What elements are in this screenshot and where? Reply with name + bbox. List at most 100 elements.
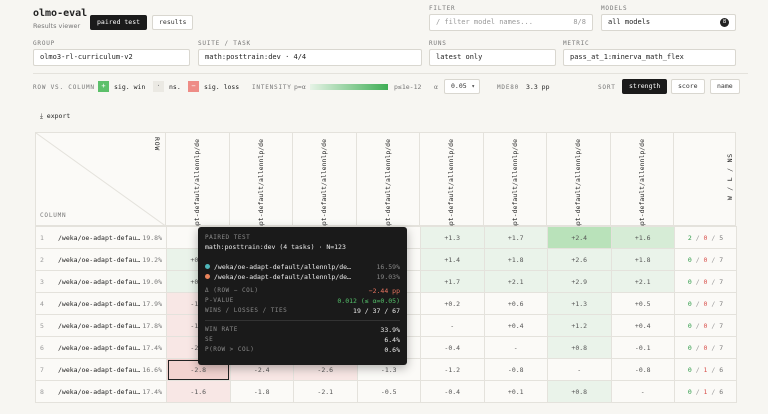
matrix-cell[interactable]: -1.6 — [166, 380, 231, 403]
matrix-cell[interactable]: +1.6 — [610, 226, 675, 249]
table-row[interactable]: 8/weka/oe-adapt-defau… 17.4% -1.6 -1.8 -2.1-… — [35, 380, 737, 403]
column-header[interactable]: /weka/oe-adapt-default/allennlp/de — [610, 132, 674, 272]
matrix-cell[interactable]: +0.4 — [483, 314, 548, 337]
matrix-cell[interactable]: -0.8 — [610, 358, 675, 381]
matrix-cell[interactable]: +2.9 — [547, 270, 612, 293]
alpha-label: α — [434, 83, 438, 91]
download-icon: ⤓ — [40, 112, 43, 120]
row-score: 17.4% — [142, 343, 162, 352]
matrix-cell[interactable]: +1.3 — [547, 292, 612, 315]
chevron-down-icon: ▾ — [471, 83, 475, 90]
wlt-cell: 0 / 0 / 7 — [674, 314, 737, 337]
matrix-cell[interactable]: +1.4 — [420, 248, 485, 271]
row-label[interactable]: 1/weka/oe-adapt-defau… 19.8% — [35, 226, 167, 249]
matrix-cell[interactable]: +1.2 — [547, 314, 612, 337]
wlt-cell: 0 / 1 / 6 — [674, 358, 737, 381]
row-score: 17.4% — [142, 387, 162, 396]
matrix-cell[interactable]: +2.4 — [547, 226, 612, 249]
wlt-cell: 0 / 0 / 7 — [674, 270, 737, 293]
row-score: 19.2% — [142, 255, 162, 264]
row-label[interactable]: 6/weka/oe-adapt-defau… 17.4% — [35, 336, 167, 359]
matrix-cell[interactable]: +0.6 — [483, 292, 548, 315]
tab-paired-test[interactable]: paired test — [90, 15, 148, 30]
matrix-cell[interactable]: +1.8 — [483, 248, 548, 271]
row-score: 17.9% — [142, 299, 162, 308]
row-label[interactable]: 5/weka/oe-adapt-defau… 17.8% — [35, 314, 167, 337]
column-header[interactable]: /weka/oe-adapt-default/allennlp/de — [483, 132, 547, 272]
runs-label: RUNS — [429, 40, 447, 47]
matrix-cell[interactable]: +1.7 — [420, 270, 485, 293]
matrix-cell[interactable]: +2.1 — [610, 270, 675, 293]
suite-select[interactable]: math:posttrain:dev · 4/4 — [198, 49, 422, 66]
corner-diagonal — [36, 133, 167, 227]
sort-name-button[interactable]: name — [710, 79, 740, 94]
matrix-cell[interactable]: +0.1 — [483, 380, 548, 403]
filter-input[interactable]: / filter model names... 8/8 — [429, 14, 593, 31]
divider — [33, 73, 748, 74]
matrix-cell[interactable]: -2.1 — [293, 380, 358, 403]
metric-label: METRIC — [563, 40, 590, 47]
column-header[interactable]: /weka/oe-adapt-default/allennlp/de — [166, 132, 230, 272]
tooltip-subtitle: math:posttrain:dev (4 tasks) · N=123 — [205, 243, 346, 251]
paired-test-tooltip: PAIRED TEST math:posttrain:dev (4 tasks)… — [198, 227, 407, 365]
p-value: 0.012 (≤ α=0.05) — [337, 297, 400, 305]
sort-strength-button[interactable]: strength — [622, 79, 668, 94]
delta-value: −2.44 pp — [368, 287, 400, 295]
column-header[interactable]: /weka/oe-adapt-default/allennlp/de — [420, 132, 484, 272]
matrix-cell[interactable]: +2.6 — [547, 248, 612, 271]
model-b-dot — [205, 274, 210, 279]
matrix-cell[interactable]: +1.7 — [483, 226, 548, 249]
export-button[interactable]: ⤓ export — [40, 112, 71, 120]
wlt-cell: 0 / 0 / 7 — [674, 292, 737, 315]
matrix-cell[interactable]: - — [610, 380, 675, 403]
mde-value: 3.3 pp — [526, 83, 550, 91]
matrix-cell[interactable]: -0.1 — [610, 336, 675, 359]
row-label[interactable]: 8/weka/oe-adapt-defau… 17.4% — [35, 380, 167, 403]
column-header[interactable]: /weka/oe-adapt-default/allennlp/de — [293, 132, 357, 272]
row-label[interactable]: 2/weka/oe-adapt-defau… 19.2% — [35, 248, 167, 271]
matrix-cell[interactable]: -0.4 — [420, 336, 485, 359]
filter-count: 8/8 — [573, 18, 586, 26]
matrix-cell[interactable]: -1.2 — [420, 358, 485, 381]
tab-results[interactable]: results — [152, 15, 194, 30]
metric-select[interactable]: pass_at_1:minerva_math_flex — [563, 49, 736, 66]
p-row-greater-value: 0.6% — [384, 346, 400, 354]
group-label: GROUP — [33, 40, 56, 47]
matrix-cell[interactable]: +2.1 — [483, 270, 548, 293]
column-header[interactable]: /weka/oe-adapt-default/allennlp/de — [229, 132, 293, 272]
row-label[interactable]: 3/weka/oe-adapt-defau… 19.0% — [35, 270, 167, 293]
matrix-cell[interactable]: - — [547, 358, 612, 381]
matrix-cell[interactable]: +0.8 — [547, 336, 612, 359]
app-subtitle: Results viewer — [33, 22, 81, 30]
matrix-cell[interactable]: -1.8 — [229, 380, 294, 403]
models-select[interactable]: all models 8 — [601, 14, 736, 31]
matrix-cell[interactable]: - — [420, 314, 485, 337]
matrix-cell[interactable]: - — [483, 336, 548, 359]
matrix-cell[interactable]: +0.2 — [420, 292, 485, 315]
column-header[interactable]: /weka/oe-adapt-default/allennlp/de — [547, 132, 611, 272]
mde-label: MDE80 — [497, 84, 520, 91]
sort-label: SORT — [598, 84, 616, 91]
intensity-gradient — [310, 84, 388, 90]
matrix-cell[interactable]: +1.8 — [610, 248, 675, 271]
matrix-cell[interactable]: -0.4 — [420, 380, 485, 403]
row-label[interactable]: 4/weka/oe-adapt-defau… 17.9% — [35, 292, 167, 315]
runs-select[interactable]: latest only — [429, 49, 556, 66]
group-select[interactable]: olmo3-rl-curriculum-v2 — [33, 49, 190, 66]
column-header[interactable]: /weka/oe-adapt-default/allennlp/de — [356, 132, 420, 272]
sort-score-button[interactable]: score — [671, 79, 705, 94]
sig-win-swatch: + — [98, 81, 109, 92]
ns-swatch: · — [153, 81, 164, 92]
wlt-header: W / L / NS — [674, 132, 736, 226]
models-label: MODELS — [601, 5, 628, 12]
matrix-cell[interactable]: -0.5 — [356, 380, 421, 403]
matrix-cell[interactable]: -0.8 — [483, 358, 548, 381]
app-title: olmo-eval — [33, 8, 88, 19]
row-label[interactable]: 7/weka/oe-adapt-defau… 16.6% — [35, 358, 167, 381]
alpha-select[interactable]: 0.05 ▾ — [444, 79, 480, 94]
matrix-cell[interactable]: +0.5 — [610, 292, 675, 315]
matrix-cell[interactable]: +1.3 — [420, 226, 485, 249]
matrix-cell[interactable]: +0.8 — [547, 380, 612, 403]
matrix-cell[interactable]: +0.4 — [610, 314, 675, 337]
wlt-cell: 0 / 1 / 6 — [674, 380, 737, 403]
